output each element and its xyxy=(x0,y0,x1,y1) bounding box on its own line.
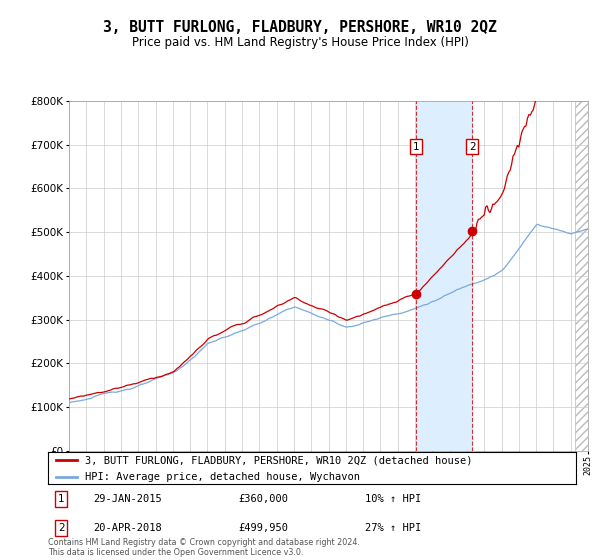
Text: £499,950: £499,950 xyxy=(238,523,288,533)
Text: 10% ↑ HPI: 10% ↑ HPI xyxy=(365,494,421,504)
Text: 1: 1 xyxy=(58,494,65,504)
Text: 29-JAN-2015: 29-JAN-2015 xyxy=(93,494,161,504)
Text: £360,000: £360,000 xyxy=(238,494,288,504)
Text: 2: 2 xyxy=(58,523,65,533)
Text: Contains HM Land Registry data © Crown copyright and database right 2024.
This d: Contains HM Land Registry data © Crown c… xyxy=(48,538,360,557)
Text: 2: 2 xyxy=(469,142,475,152)
Bar xyxy=(575,101,588,451)
Text: 1: 1 xyxy=(413,142,419,152)
Bar xyxy=(416,101,472,451)
Text: HPI: Average price, detached house, Wychavon: HPI: Average price, detached house, Wych… xyxy=(85,472,360,482)
Text: 20-APR-2018: 20-APR-2018 xyxy=(93,523,161,533)
Text: 3, BUTT FURLONG, FLADBURY, PERSHORE, WR10 2QZ (detached house): 3, BUTT FURLONG, FLADBURY, PERSHORE, WR1… xyxy=(85,455,472,465)
Text: 27% ↑ HPI: 27% ↑ HPI xyxy=(365,523,421,533)
Text: Price paid vs. HM Land Registry's House Price Index (HPI): Price paid vs. HM Land Registry's House … xyxy=(131,36,469,49)
Text: 3, BUTT FURLONG, FLADBURY, PERSHORE, WR10 2QZ: 3, BUTT FURLONG, FLADBURY, PERSHORE, WR1… xyxy=(103,20,497,35)
Bar xyxy=(575,101,588,451)
